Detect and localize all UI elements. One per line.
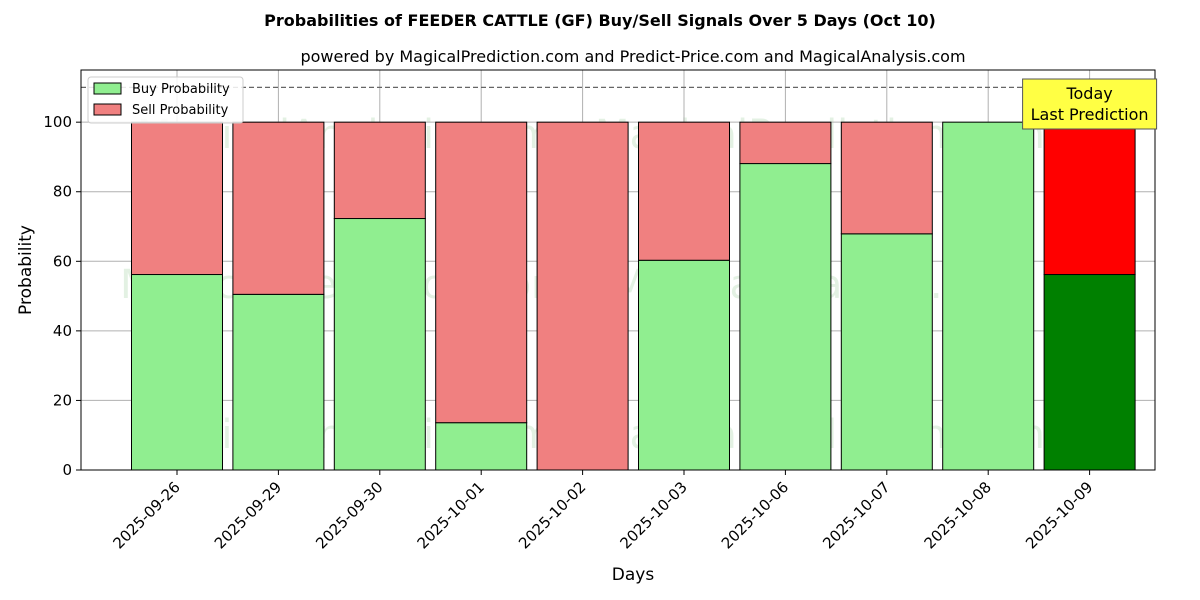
bar-layer [131, 121, 1136, 471]
plot-frame [80, 69, 1156, 471]
legend-label: Sell Probability [132, 103, 229, 118]
legend-swatch [93, 82, 122, 95]
annotation-text: Last Prediction [1031, 105, 1149, 124]
buy-bar [232, 293, 325, 471]
y-tick-label: 0 [62, 461, 72, 479]
y-axis: 0 20 40 60 80 100 [43, 113, 81, 479]
sell-bar [840, 121, 933, 235]
sell-bar [739, 121, 832, 165]
x-tick-label: 2025-10-01 [414, 478, 488, 552]
y-tick-label: 40 [53, 322, 72, 340]
sell-bar [435, 121, 528, 424]
annotation-text: Today [1065, 84, 1112, 103]
x-axis-label: Days [612, 565, 655, 585]
sell-bar [232, 121, 325, 295]
x-tick-label: 2025-10-06 [718, 478, 792, 552]
y-axis-label: Probability [16, 225, 36, 315]
buy-bar [333, 218, 426, 471]
buy-bar [942, 121, 1035, 471]
x-tick-label: 2025-10-09 [1022, 478, 1096, 552]
chart-title: Probabilities of FEEDER CATTLE (GF) Buy/… [264, 11, 936, 30]
sell-bar [131, 121, 223, 276]
x-tick-label: 2025-09-29 [211, 478, 285, 552]
buy-bar [435, 422, 528, 471]
chart-subtitle: powered by MagicalPrediction.com and Pre… [300, 47, 965, 66]
legend-swatch [93, 103, 122, 116]
today-annotation: Today Last Prediction [1022, 78, 1158, 130]
y-tick-label: 20 [53, 391, 72, 409]
sell-bar [638, 121, 730, 261]
x-tick-label: 2025-10-03 [616, 478, 690, 552]
x-tick-label: 2025-09-26 [109, 478, 183, 552]
buy-bar [840, 233, 933, 471]
legend-label: Buy Probability [132, 82, 230, 97]
x-axis: 2025-09-26 2025-09-29 2025-09-30 2025-10-01… [109, 470, 1096, 552]
x-tick-label: 2025-10-07 [819, 478, 893, 552]
x-tick-label: 2025-10-08 [921, 478, 995, 552]
buy-bar [638, 259, 730, 471]
y-tick-label: 80 [53, 183, 72, 201]
x-tick-label: 2025-10-02 [515, 478, 589, 552]
sell-bar [1043, 121, 1136, 276]
y-tick-label: 100 [43, 113, 72, 131]
legend: Buy Probability Sell Probability [87, 76, 244, 124]
y-tick-label: 60 [53, 252, 72, 270]
annotation-box [1022, 78, 1158, 130]
sell-bar [536, 121, 629, 471]
buy-bar [1043, 274, 1136, 471]
buy-bar [739, 163, 832, 471]
buy-bar [131, 274, 223, 471]
sell-bar [333, 121, 426, 220]
legend-box [87, 76, 244, 124]
x-tick-label: 2025-09-30 [312, 478, 386, 552]
